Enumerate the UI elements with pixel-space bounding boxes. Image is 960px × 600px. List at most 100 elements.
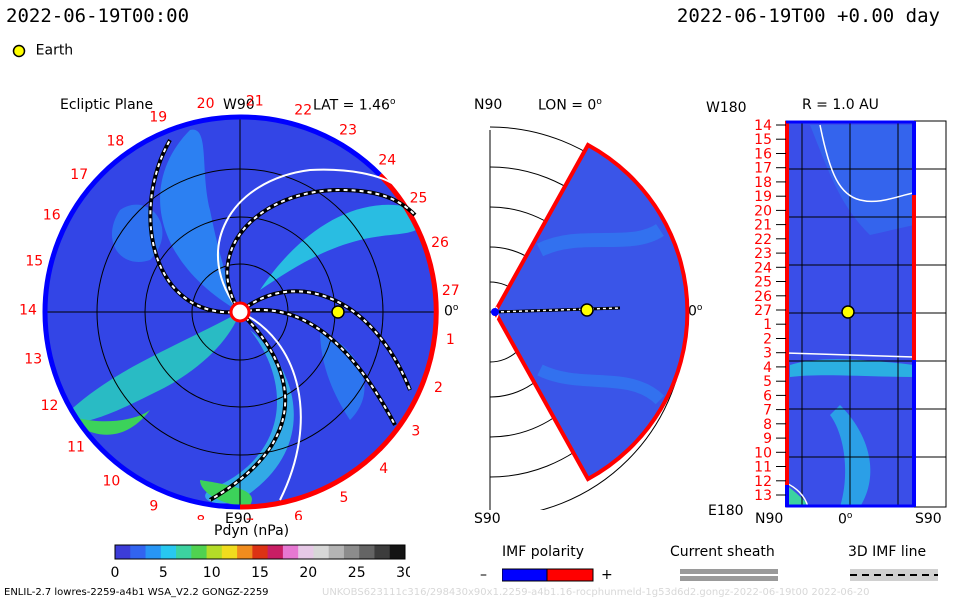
rim-number: 9 (149, 499, 158, 515)
row-label: 4 (763, 360, 772, 376)
ecliptic-top-label: W90 (223, 97, 255, 113)
header-datetime-right: 2022-06-19T00 +0.00 day (676, 5, 940, 27)
colorbar-tick-label: 30 (396, 565, 410, 581)
colorbar-cell (282, 545, 299, 559)
row-label: 16 (754, 147, 772, 163)
colorbar-tick-label: 0 (111, 565, 120, 581)
footer-left: ENLIL-2.7 lowres-2259-a4b1 WSA_V2.2 GONG… (4, 587, 269, 598)
rim-number: 2 (434, 380, 443, 396)
row-label: 13 (754, 488, 772, 504)
r-panel-earth-marker (841, 305, 855, 319)
colorbar-cell (298, 545, 314, 559)
meridional-plot (489, 126, 690, 510)
row-label: 14 (754, 118, 772, 134)
rim-number: 8 (196, 513, 205, 520)
colorbar-cell (343, 545, 360, 559)
colorbar-cell (130, 545, 147, 559)
current-sheath-title: Current sheath (670, 544, 775, 560)
rim-number: 10 (102, 474, 120, 490)
header-datetime-left: 2022-06-19T00:00 (6, 5, 190, 27)
ecliptic-boundary-west (42, 114, 241, 510)
rim-number: 17 (70, 167, 88, 183)
rim-number: 3 (411, 424, 420, 440)
colorbar-cell (313, 545, 330, 559)
r-panel-title: R = 1.0 AU (802, 97, 879, 113)
row-label: 26 (754, 289, 772, 305)
colorbar-cell (389, 545, 406, 559)
earth-legend-label: Earth (35, 42, 74, 59)
rim-number: 6 (294, 509, 303, 520)
r-panel-plot: 1415161718192021222324252627123456789101… (754, 118, 947, 508)
rim-number: 11 (67, 439, 85, 455)
rim-number: 26 (431, 235, 449, 251)
rim-number: 14 (19, 303, 37, 319)
imf-line-title: 3D IMF line (848, 544, 927, 560)
colorbar-cell (206, 545, 223, 559)
rim-number: 19 (149, 109, 167, 125)
row-label: 27 (754, 303, 772, 319)
row-label: 1 (763, 317, 772, 333)
imf-polarity-positive-swatch (546, 568, 594, 582)
row-label: 12 (754, 474, 772, 490)
imf-polarity-minus: – (480, 567, 487, 583)
meridional-earth-marker (580, 303, 594, 317)
r-panel-top-left-label: W180 (706, 100, 747, 116)
ecliptic-title: Ecliptic Plane (60, 97, 154, 113)
rim-number: 5 (339, 490, 348, 506)
ecliptic-boundary-east (239, 173, 439, 510)
imf-polarity-negative-swatch (502, 568, 548, 582)
ecliptic-bottom-label: E90 (225, 511, 252, 527)
rim-number: 27 (442, 283, 460, 299)
rim-number: 7 (245, 517, 254, 520)
row-label: 21 (754, 218, 772, 234)
ecliptic-plot: 2712345678910111213141516171819202122232… (19, 94, 460, 521)
imf-polarity-plus: + (601, 567, 613, 583)
meridional-right-label: 0o (688, 303, 703, 320)
row-label: 24 (754, 260, 772, 276)
imf-polarity-bar (502, 568, 594, 582)
r-panel-bottom-n90: N90 (755, 511, 784, 527)
row-label: 15 (754, 132, 772, 148)
meridional-bottom-label: S90 (474, 511, 501, 527)
row-label: 3 (763, 346, 772, 362)
row-label: 22 (754, 232, 772, 248)
rim-number: 24 (378, 153, 396, 169)
colorbar-cell (374, 545, 391, 559)
current-sheath-swatch (680, 569, 778, 581)
row-label: 23 (754, 246, 772, 262)
rim-number: 16 (43, 208, 61, 224)
row-label: 6 (763, 388, 772, 404)
rim-number: 13 (24, 352, 42, 368)
rim-number: 18 (106, 134, 124, 150)
ecliptic-lat-label: LAT = 1.46o (313, 97, 396, 114)
colorbar-cell (176, 545, 192, 559)
rim-number: 23 (339, 123, 357, 139)
rim-number: 15 (25, 254, 43, 270)
imf-line-swatch (850, 569, 938, 581)
colorbar: 0 5 10 15 20 25 30 (111, 544, 410, 581)
rim-number: 20 (197, 96, 215, 112)
ecliptic-right-label: 0o (444, 303, 459, 320)
colorbar-tick-label: 20 (299, 565, 317, 581)
colorbar-cell (145, 545, 162, 559)
ecliptic-rim-numbers: 2712345678910111213141516171819202122232… (19, 94, 460, 521)
rim-number: 4 (379, 461, 388, 477)
colorbar-cell (359, 545, 375, 559)
rim-number: 25 (410, 191, 428, 207)
colorbar-cell (160, 545, 177, 559)
rim-number: 22 (294, 103, 312, 119)
r-panel-bottom-s90: S90 (915, 511, 942, 527)
colorbar-cell (328, 545, 345, 559)
r-panel-bottom-left-label: E180 (708, 503, 744, 519)
row-label: 9 (763, 431, 772, 447)
colorbar-cell (252, 545, 269, 559)
sun-marker (229, 301, 251, 323)
earth-marker-icon (12, 44, 26, 57)
colorbar-cell (115, 545, 131, 559)
rim-number: 12 (41, 398, 59, 414)
ecliptic-earth-marker (331, 305, 345, 319)
r-panel-row-labels: 1415161718192021222324252627123456789101… (754, 118, 786, 504)
earth-legend: Earth (12, 40, 73, 59)
row-label: 5 (763, 374, 772, 390)
rim-number: 1 (446, 332, 455, 348)
